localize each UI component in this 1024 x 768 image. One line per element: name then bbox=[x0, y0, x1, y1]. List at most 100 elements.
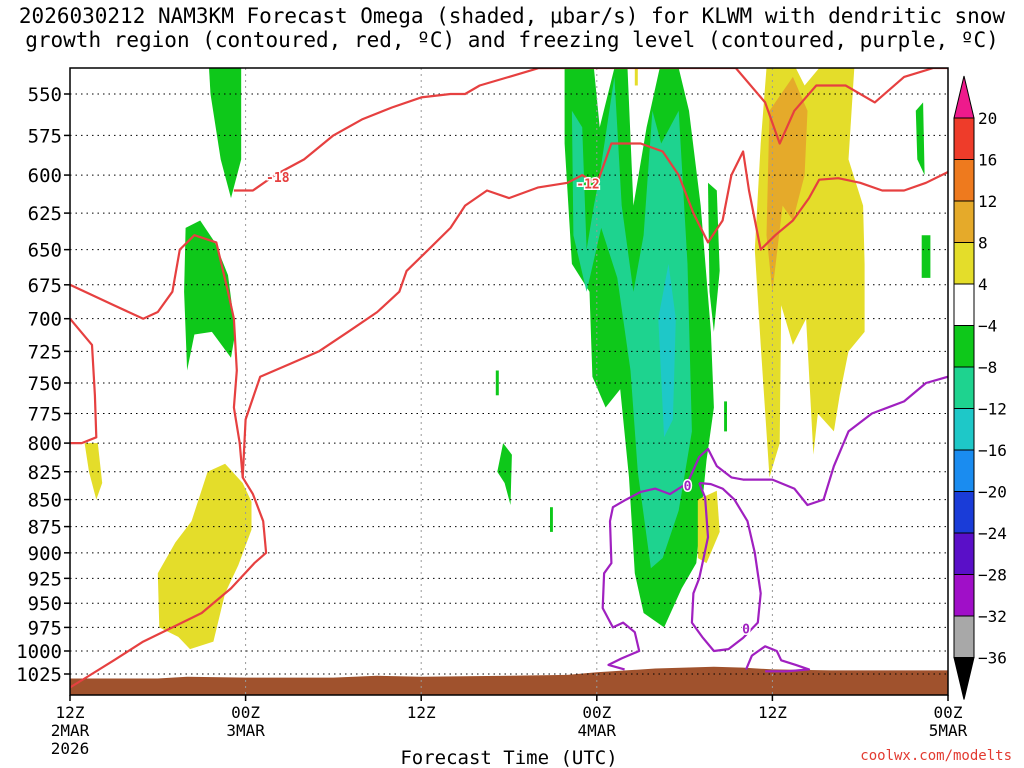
colorbar-label-1: 16 bbox=[978, 151, 997, 170]
colorbar-label-8: −16 bbox=[978, 441, 1007, 460]
colorbar-label-0: 20 bbox=[978, 109, 997, 128]
watermark: coolwx.com/modelts bbox=[860, 748, 1012, 764]
y-tick-label-875: 875 bbox=[28, 517, 62, 539]
ascent-green-left bbox=[184, 220, 236, 371]
dendritic-contour-1 bbox=[70, 234, 268, 689]
y-tick-label-1025: 1025 bbox=[16, 664, 62, 686]
y-tick-label-800: 800 bbox=[28, 433, 62, 455]
y-tick-label-900: 900 bbox=[28, 543, 62, 565]
ascent-green-right bbox=[708, 182, 720, 332]
ascent-green-top-12z bbox=[209, 68, 242, 199]
colorbar-bottom-arrow bbox=[953, 657, 975, 700]
y-tick-label-650: 650 bbox=[28, 240, 62, 262]
colorbar-label-10: −24 bbox=[978, 524, 1007, 543]
y-tick-label-1000: 1000 bbox=[16, 641, 62, 663]
x-tick-time-60: 00Z bbox=[934, 703, 963, 722]
ascent-green-small-3 bbox=[921, 235, 931, 278]
descent-yellow-left bbox=[157, 463, 252, 650]
x-tick-date-60: 5MAR bbox=[929, 721, 968, 740]
colorbar-label-5: −4 bbox=[978, 317, 997, 336]
ascent-teal-main bbox=[571, 76, 692, 569]
colorbar-label-13: −36 bbox=[978, 649, 1007, 668]
terrain-fill bbox=[70, 666, 948, 695]
title-line-2: growth region (contoured, red, ºC) and f… bbox=[25, 28, 999, 52]
colorbar-top-arrow bbox=[953, 75, 975, 119]
ascent-green-small-6 bbox=[550, 507, 553, 532]
freezing-contour-label-1: 0 bbox=[742, 622, 750, 637]
colorbar-bin-12 bbox=[953, 574, 975, 617]
colorbar: 20 16 12 8 4 −4 −8 −12 −16 −20 −24 −28 −32 −36 bbox=[953, 75, 1007, 700]
colorbar-bin-1 bbox=[953, 117, 975, 160]
y-tick-label-575: 575 bbox=[28, 125, 62, 147]
y-tick-label-975: 975 bbox=[28, 617, 62, 639]
colorbar-bin-3 bbox=[953, 200, 975, 243]
y-tick-label-825: 825 bbox=[28, 462, 62, 484]
ascent-green-small-2 bbox=[915, 102, 925, 176]
x-tick-time-24: 12Z bbox=[407, 703, 436, 722]
freezing-contour-2 bbox=[745, 645, 811, 673]
colorbar-bin-11 bbox=[953, 532, 975, 575]
dendritic-contour-label-1: -12 bbox=[576, 177, 599, 192]
colorbar-label-4: 4 bbox=[978, 275, 988, 294]
omega-shading-layer bbox=[84, 68, 931, 650]
x-axis-label: Forecast Time (UTC) bbox=[400, 747, 617, 768]
descent-orange-right bbox=[766, 76, 808, 292]
colorbar-label-11: −28 bbox=[978, 566, 1007, 585]
colorbar-label-3: 8 bbox=[978, 234, 988, 253]
x-tick-date-36: 4MAR bbox=[578, 721, 617, 740]
y-tick-label-750: 750 bbox=[28, 373, 62, 395]
y-tick-label-600: 600 bbox=[28, 165, 62, 187]
colorbar-bin-2 bbox=[953, 159, 975, 202]
y-tick-label-775: 775 bbox=[28, 404, 62, 426]
dendritic-contour-3 bbox=[241, 142, 948, 478]
colorbar-bin-9 bbox=[953, 449, 975, 492]
colorbar-label-6: −8 bbox=[978, 358, 997, 377]
dendritic-contour-0 bbox=[233, 68, 948, 192]
dendritic-contour-layer bbox=[70, 68, 948, 689]
colorbar-label-9: −20 bbox=[978, 483, 1007, 502]
plot-frame bbox=[69, 67, 949, 696]
x-tick-date-0: 2MAR bbox=[51, 721, 90, 740]
y-tick-label-925: 925 bbox=[28, 568, 62, 590]
y-tick-label-550: 550 bbox=[28, 84, 62, 106]
ascent-green-small-5 bbox=[724, 401, 727, 432]
y-tick-label-625: 625 bbox=[28, 203, 62, 225]
y-tick-label-700: 700 bbox=[28, 309, 62, 331]
x-tick-date-12: 3MAR bbox=[226, 721, 265, 740]
y-tick-label-675: 675 bbox=[28, 275, 62, 297]
x-tick-time-36: 00Z bbox=[582, 703, 611, 722]
grid-layer bbox=[70, 68, 948, 695]
ascent-green-small-7 bbox=[678, 547, 685, 584]
colorbar-bin-5 bbox=[953, 283, 975, 326]
x-tick-time-0: 12Z bbox=[56, 703, 85, 722]
colorbar-bin-4 bbox=[953, 242, 975, 285]
chart-title: 2026030212 NAM3KM Forecast Omega (shaded… bbox=[0, 4, 1024, 52]
freezing-contour-layer bbox=[601, 375, 948, 673]
ascent-cyan-core bbox=[658, 263, 676, 438]
colorbar-bin-7 bbox=[953, 366, 975, 409]
y-tick-label-725: 725 bbox=[28, 341, 62, 363]
x-tick-year-0: 2026 bbox=[51, 739, 90, 758]
title-line-1: 2026030212 NAM3KM Forecast Omega (shaded… bbox=[18, 4, 1006, 28]
y-axis: 550 575 600 625 650 675 700 725 750 775 800 825 850 8… bbox=[16, 84, 70, 686]
y-tick-label-950: 950 bbox=[28, 593, 62, 615]
x-tick-time-12: 00Z bbox=[231, 703, 260, 722]
freezing-contour-0 bbox=[601, 375, 948, 671]
dendritic-contour-label-0: -18 bbox=[266, 171, 290, 186]
freezing-contour-label-0: 0 bbox=[684, 479, 692, 494]
y-tick-label-850: 850 bbox=[28, 490, 62, 512]
colorbar-bin-6 bbox=[953, 325, 975, 368]
contour-label-layer: -18 -12 0 0 bbox=[265, 170, 752, 639]
terrain-layer bbox=[70, 666, 948, 695]
ascent-green-small-4 bbox=[495, 370, 499, 396]
colorbar-label-12: −32 bbox=[978, 607, 1007, 626]
ascent-green-small-1 bbox=[497, 443, 512, 505]
colorbar-bin-10 bbox=[953, 491, 975, 534]
colorbar-bin-8 bbox=[953, 408, 975, 451]
descent-yellow-small-3 bbox=[634, 68, 638, 86]
freezing-contour-1 bbox=[690, 481, 762, 653]
colorbar-label-7: −12 bbox=[978, 400, 1007, 419]
dendritic-contour-2 bbox=[70, 317, 98, 445]
